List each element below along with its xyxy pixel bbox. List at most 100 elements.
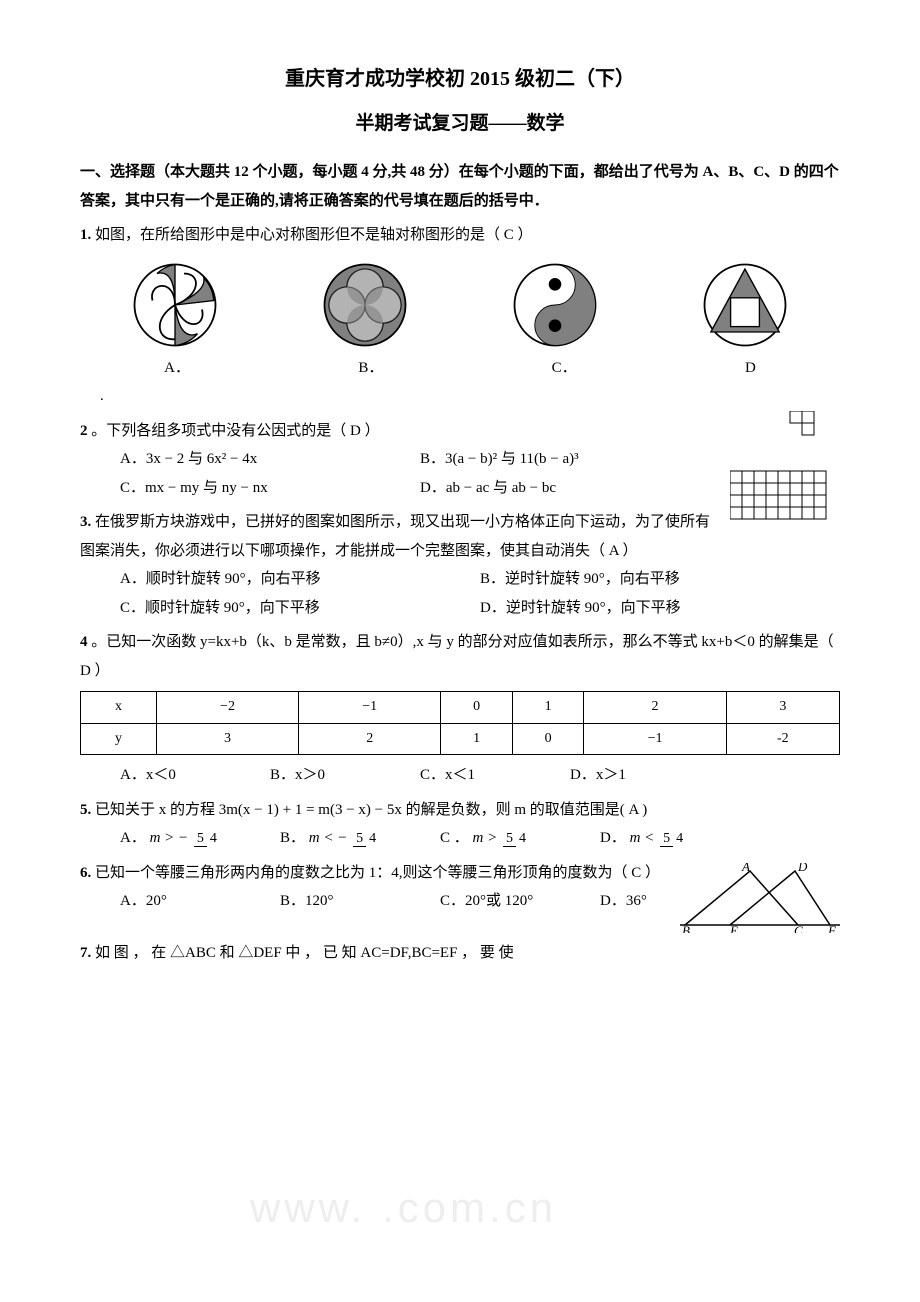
cell: 3: [156, 723, 298, 755]
q2-b: B．3(a − b)² 与 11(b − a)³: [420, 445, 720, 474]
q4-opts: A．x＜0 B．x＞0 C．x＜1 D．x＞1: [120, 761, 840, 790]
cell: 2: [584, 692, 726, 724]
svg-text:C: C: [794, 923, 803, 933]
stray-dot: .: [100, 382, 840, 411]
q3-a: A．顺时针旋转 90°，向右平移: [120, 565, 480, 594]
cell: 1: [512, 692, 584, 724]
q4-c: C．x＜1: [420, 761, 540, 790]
q1-labels: A． B． C． D: [80, 354, 840, 383]
q6-a: A．20°: [120, 887, 240, 916]
q4-d: D．x＞1: [570, 761, 690, 790]
q1-num: 1.: [80, 227, 91, 243]
q3-d: D．逆时针旋转 90°，向下平移: [480, 594, 840, 623]
section-1-head: 一、选择题（本大题共 12 个小题，每小题 4 分,共 48 分）在每个小题的下…: [80, 158, 840, 215]
q4-num: 4: [80, 634, 88, 650]
frac-icon: 54: [503, 831, 529, 846]
q5-d-mid: m <: [630, 830, 658, 846]
svg-text:A: A: [741, 863, 750, 874]
q5-c: C ． m > 54: [440, 824, 560, 853]
q3-opts-2: C．顺时针旋转 90°，向下平移 D．逆时针旋转 90°，向下平移: [120, 594, 840, 623]
cell: −1: [584, 723, 726, 755]
q1-fig-a: [130, 260, 220, 350]
q1-label-d: D: [745, 354, 756, 383]
q3-num: 3.: [80, 514, 91, 530]
table-row: y 3 2 1 0 −1 -2: [81, 723, 840, 755]
q4: 4 。已知一次函数 y=kx+b（k、b 是常数，且 b≠0）,x 与 y 的部…: [80, 628, 840, 790]
q5-b-mid: m < −: [309, 830, 348, 846]
q1-fig-c: [510, 260, 600, 350]
page-subtitle: 半期考试复习题——数学: [80, 106, 840, 142]
q2-num: 2: [80, 423, 88, 439]
cell: 1: [441, 723, 513, 755]
frac-icon: 54: [660, 831, 686, 846]
frac-den: 4: [207, 831, 220, 846]
page-title: 重庆育才成功学校初 2015 级初二（下）: [80, 60, 840, 98]
frac-num: 5: [660, 831, 673, 847]
q4-b: B．x＞0: [270, 761, 390, 790]
frac-num: 5: [194, 831, 207, 847]
q6-num: 6.: [80, 865, 91, 881]
q3-b: B．逆时针旋转 90°，向右平移: [480, 565, 840, 594]
q5-a-pre: A．: [120, 830, 146, 846]
q5-c-mid: m >: [473, 830, 501, 846]
svg-text:D: D: [797, 863, 808, 874]
frac-icon: 54: [353, 831, 379, 846]
frac-den: 4: [516, 831, 529, 846]
q5-a-mid: m > −: [150, 830, 189, 846]
svg-text:F: F: [827, 923, 837, 933]
q1-figures: [80, 260, 840, 350]
cell: x: [81, 692, 157, 724]
frac-den: 4: [366, 831, 379, 846]
q5-d: D． m < 54: [600, 824, 720, 853]
q6-c: C．20°或 120°: [440, 887, 560, 916]
q2-c: C．mx − my 与 ny − nx: [120, 474, 420, 503]
q3: www. .com.cn 3. 在俄罗斯方块游戏中，已拼好的图案如图所示，现又出…: [80, 508, 840, 622]
watermark: www. .com.cn: [250, 1168, 557, 1248]
q5-b: B． m < − 54: [280, 824, 400, 853]
cell: 2: [299, 723, 441, 755]
cell: 0: [512, 723, 584, 755]
q1-text: 如图，在所给图形中是中心对称图形但不是轴对称图形的是（ C ）: [95, 227, 533, 243]
section-1-head-text: 一、选择题（本大题共 12 个小题，每小题 4 分,共 48 分）在每个小题的下…: [80, 164, 839, 209]
q6: 6. 已知一个等腰三角形两内角的度数之比为 1：4,则这个等腰三角形顶角的度数为…: [80, 859, 840, 933]
frac-den: 4: [673, 831, 686, 846]
q5-text: 已知关于 x 的方程 3m(x − 1) + 1 = m(3 − x) − 5x…: [95, 802, 647, 818]
q2-d: D．ab − ac 与 ab − bc: [420, 474, 720, 503]
frac-num: 5: [503, 831, 516, 847]
q4-a: A．x＜0: [120, 761, 240, 790]
q5-num: 5.: [80, 802, 91, 818]
q6-opts: A．20° B．120° C．20°或 120° D．36°: [120, 887, 670, 916]
q7-num: 7.: [80, 945, 91, 961]
q5-opts: A． m > − 54 B． m < − 54 C ． m > 54 D． m …: [120, 824, 840, 853]
q6-b: B．120°: [280, 887, 400, 916]
table-row: x −2 −1 0 1 2 3: [81, 692, 840, 724]
svg-text:B: B: [682, 923, 690, 933]
q3-c: C．顺时针旋转 90°，向下平移: [120, 594, 480, 623]
q5-b-pre: B．: [280, 830, 305, 846]
q7-text: 如 图 ， 在 △ABC 和 △DEF 中 ， 已 知 AC=DF,BC=EF …: [95, 945, 514, 961]
q4-table: x −2 −1 0 1 2 3 y 3 2 1 0 −1 -2: [80, 691, 840, 755]
q2: 2 。下列各组多项式中没有公因式的是（ D ） A．3x − 2 与 6x² −…: [80, 417, 840, 503]
q1-label-a: A．: [164, 354, 190, 383]
cell: −1: [299, 692, 441, 724]
q2-a: A．3x − 2 与 6x² − 4x: [120, 445, 420, 474]
frac-icon: 54: [194, 831, 220, 846]
q2-text: 。下列各组多项式中没有公因式的是（ D ）: [91, 423, 379, 439]
q2-opts-2: C．mx − my 与 ny − nx D．ab − ac 与 ab − bc: [120, 474, 720, 503]
q1-fig-b: [320, 260, 410, 350]
q1-fig-d: [700, 260, 790, 350]
q1: 1. 如图，在所给图形中是中心对称图形但不是轴对称图形的是（ C ）: [80, 221, 840, 411]
q6-d: D．36°: [600, 887, 720, 916]
q4-text: 。已知一次函数 y=kx+b（k、b 是常数，且 b≠0）,x 与 y 的部分对…: [80, 634, 834, 679]
cell: -2: [726, 723, 839, 755]
q2-opts-1: A．3x − 2 与 6x² − 4x B．3(a − b)² 与 11(b −…: [120, 445, 720, 474]
cell: −2: [156, 692, 298, 724]
q7: 7. 如 图 ， 在 △ABC 和 △DEF 中 ， 已 知 AC=DF,BC=…: [80, 939, 840, 968]
q3-text: 在俄罗斯方块游戏中，已拼好的图案如图所示，现又出现一小方格体正向下运动，为了使所…: [80, 514, 710, 559]
q5: 5. 已知关于 x 的方程 3m(x − 1) + 1 = m(3 − x) −…: [80, 796, 840, 853]
q6-text: 已知一个等腰三角形两内角的度数之比为 1：4,则这个等腰三角形顶角的度数为（ C…: [95, 865, 660, 881]
q5-c-pre: C ．: [440, 830, 469, 846]
svg-text:E: E: [729, 923, 738, 933]
q1-label-b: B．: [358, 354, 383, 383]
cell: 0: [441, 692, 513, 724]
